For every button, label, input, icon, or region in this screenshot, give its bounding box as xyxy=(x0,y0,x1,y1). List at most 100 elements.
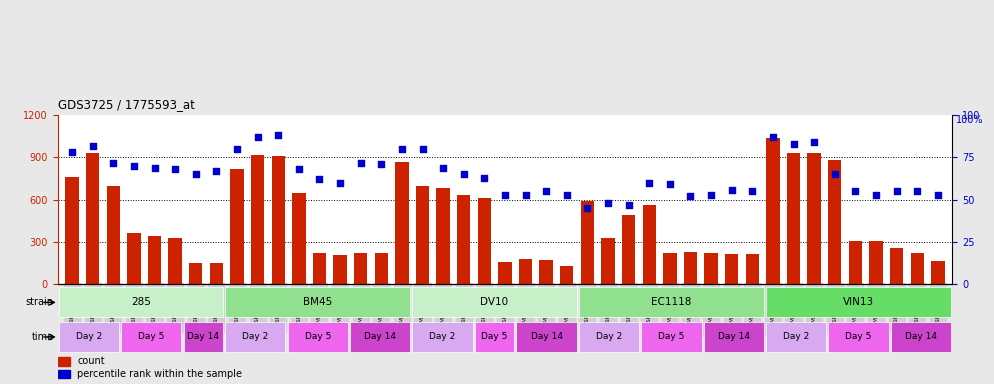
Text: Day 14: Day 14 xyxy=(906,333,937,341)
Bar xyxy=(828,322,889,352)
Bar xyxy=(189,263,203,284)
Bar xyxy=(436,189,450,284)
Point xyxy=(910,188,925,194)
Bar xyxy=(560,266,574,284)
Text: EC1118: EC1118 xyxy=(651,297,692,308)
Bar xyxy=(828,160,842,284)
Bar xyxy=(766,138,779,284)
Point xyxy=(497,192,513,198)
Text: time: time xyxy=(32,332,54,342)
Bar xyxy=(59,287,223,318)
Bar xyxy=(396,162,409,284)
Point xyxy=(105,159,121,166)
Bar xyxy=(540,260,553,284)
Bar xyxy=(579,287,764,318)
Point xyxy=(291,166,307,172)
Point xyxy=(394,146,410,152)
Bar xyxy=(870,240,883,284)
Point xyxy=(538,188,554,194)
Text: Day 2: Day 2 xyxy=(76,333,102,341)
Text: Day 14: Day 14 xyxy=(364,333,397,341)
Text: VIN13: VIN13 xyxy=(843,297,874,308)
Bar xyxy=(517,322,577,352)
Point xyxy=(765,134,781,140)
Text: Day 5: Day 5 xyxy=(481,333,508,341)
Text: strain: strain xyxy=(26,297,54,308)
Bar xyxy=(292,193,305,284)
Point xyxy=(229,146,245,152)
Point xyxy=(662,181,678,187)
Bar xyxy=(59,322,119,352)
Point xyxy=(435,164,451,170)
Text: Day 2: Day 2 xyxy=(243,333,268,341)
Bar xyxy=(705,253,718,284)
Point xyxy=(868,192,884,198)
Bar xyxy=(931,261,944,284)
Bar xyxy=(890,248,904,284)
Point xyxy=(374,161,390,167)
Bar xyxy=(106,185,120,284)
Bar xyxy=(475,322,514,352)
Bar xyxy=(807,153,821,284)
Point xyxy=(332,180,348,186)
Bar xyxy=(231,169,244,284)
Bar xyxy=(225,287,411,318)
Bar xyxy=(478,198,491,284)
Bar xyxy=(121,322,182,352)
Bar xyxy=(641,322,702,352)
Point xyxy=(848,188,864,194)
Point xyxy=(703,192,719,198)
Bar xyxy=(66,177,79,284)
Bar xyxy=(642,205,656,284)
Text: GDS3725 / 1775593_at: GDS3725 / 1775593_at xyxy=(58,98,195,111)
Bar xyxy=(413,287,577,318)
Point xyxy=(414,146,430,152)
Point xyxy=(683,193,699,199)
Bar xyxy=(354,253,368,284)
Point xyxy=(641,180,657,186)
Bar xyxy=(849,240,862,284)
Bar xyxy=(333,255,347,284)
Bar xyxy=(601,238,614,284)
Bar xyxy=(519,259,532,284)
Point xyxy=(785,141,801,147)
Point xyxy=(827,171,843,177)
Point xyxy=(724,187,740,193)
Text: Day 2: Day 2 xyxy=(429,333,455,341)
Text: Day 2: Day 2 xyxy=(783,333,809,341)
Text: Day 2: Day 2 xyxy=(595,333,622,341)
Bar xyxy=(375,253,388,284)
Bar xyxy=(86,153,99,284)
Bar xyxy=(313,253,326,284)
Bar xyxy=(58,357,71,366)
Bar xyxy=(413,322,473,352)
Bar xyxy=(148,236,161,284)
Text: BM45: BM45 xyxy=(303,297,332,308)
Point xyxy=(580,205,595,211)
Bar xyxy=(684,253,697,284)
Point xyxy=(209,168,225,174)
Bar xyxy=(891,322,951,352)
Bar xyxy=(415,185,429,284)
Point xyxy=(126,163,142,169)
Text: Day 14: Day 14 xyxy=(718,333,749,341)
Point xyxy=(311,176,327,182)
Text: Day 5: Day 5 xyxy=(846,333,872,341)
Point xyxy=(270,132,286,139)
Point xyxy=(456,171,472,177)
Bar xyxy=(911,253,923,284)
Point xyxy=(65,149,81,156)
Bar xyxy=(184,322,223,352)
Bar xyxy=(287,322,348,352)
Point xyxy=(806,139,822,145)
Point xyxy=(353,159,369,166)
Point xyxy=(559,192,575,198)
Bar xyxy=(225,322,285,352)
Bar xyxy=(663,253,677,284)
Bar xyxy=(127,233,140,284)
Point xyxy=(889,188,905,194)
Bar xyxy=(704,322,764,352)
Point xyxy=(188,171,204,177)
Point xyxy=(146,164,162,170)
Point xyxy=(600,200,616,206)
